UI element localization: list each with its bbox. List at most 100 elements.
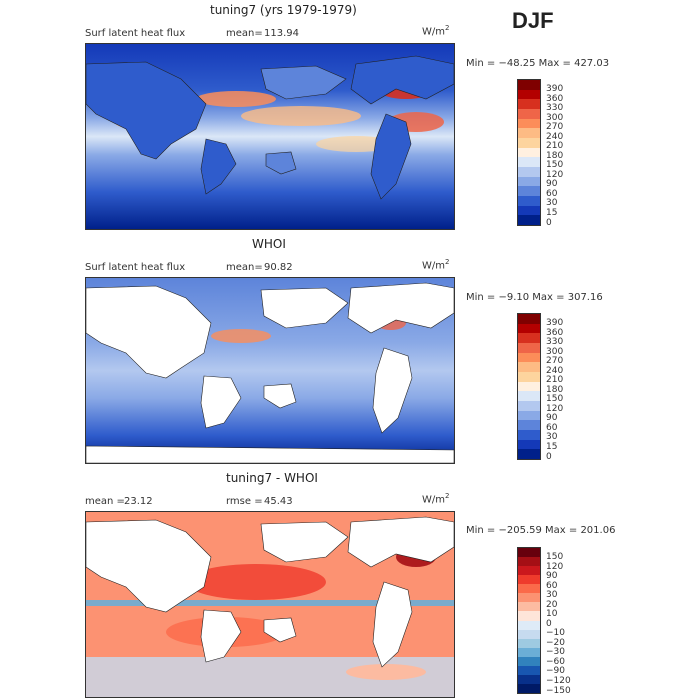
colorbar-tick-label: −150 (546, 685, 571, 696)
colorbar-swatch (518, 333, 540, 343)
colorbar-tick-label: 0 (546, 451, 552, 462)
colorbar-tick-label: −90 (546, 666, 565, 677)
colorbar-tick-label: 30 (546, 432, 558, 443)
panel1-mean-value: 113.94 (264, 28, 299, 39)
colorbar-swatch (518, 176, 540, 187)
colorbar-tick-label: 150 (546, 552, 564, 562)
colorbar-tick-label: 90 (546, 413, 558, 424)
colorbar-tick-label: 150 (546, 160, 564, 171)
colorbar-tick-label: 60 (546, 188, 558, 199)
panel2-mean-label: mean= (226, 262, 263, 273)
colorbar-swatch (518, 147, 540, 158)
panel3-colorbar (517, 547, 541, 694)
panel3-map (85, 511, 455, 698)
colorbar-swatch (518, 584, 540, 594)
colorbar-tick-label: −60 (546, 656, 565, 667)
colorbar-tick-label: 90 (546, 179, 558, 190)
panel1-title: tuning7 (yrs 1979-1979) (210, 3, 357, 17)
panel2-unit: W/m2 (422, 258, 450, 272)
panel2-minmax: Min = −9.10 Max = 307.16 (466, 292, 603, 303)
colorbar-tick-label: 120 (546, 403, 564, 414)
panel2-map (85, 277, 455, 464)
colorbar-swatch (518, 638, 540, 648)
colorbar-tick-label: 180 (546, 150, 564, 161)
colorbar-tick-label: 210 (546, 375, 564, 386)
colorbar-swatch (518, 99, 540, 109)
panel2-title: WHOI (252, 237, 286, 251)
colorbar-swatch (518, 665, 540, 675)
colorbar-tick-label: 60 (546, 580, 558, 591)
colorbar-tick-label: 120 (546, 169, 564, 180)
season-label: DJF (512, 8, 554, 33)
colorbar-swatch (518, 215, 540, 225)
colorbar-swatch (518, 166, 540, 177)
panel2-variable-label: Surf latent heat flux (85, 262, 186, 273)
colorbar-swatch (518, 89, 540, 100)
panel2-colorbar (517, 313, 541, 460)
colorbar-swatch (518, 186, 540, 196)
colorbar-tick-label: 300 (546, 346, 564, 357)
colorbar-tick-label: 300 (546, 112, 564, 123)
colorbar-tick-label: 240 (546, 365, 564, 376)
colorbar-swatch (518, 566, 540, 576)
panel3-mean-value: 23.12 (124, 496, 153, 507)
colorbar-swatch (518, 674, 540, 684)
colorbar-swatch (518, 137, 540, 148)
colorbar-swatch (518, 371, 540, 382)
colorbar-swatch (518, 575, 540, 585)
colorbar-tick-label: 20 (546, 599, 558, 610)
colorbar-swatch (518, 157, 540, 167)
colorbar-swatch (518, 352, 540, 363)
colorbar-tick-label: 90 (546, 571, 558, 582)
colorbar-swatch (518, 602, 540, 612)
colorbar-tick-label: 270 (546, 356, 564, 367)
colorbar-swatch (518, 410, 540, 421)
panel1-colorbar (517, 79, 541, 226)
colorbar-tick-label: 330 (546, 337, 564, 348)
colorbar-swatch (518, 195, 540, 206)
panel3-title: tuning7 - WHOI (226, 471, 318, 485)
colorbar-tick-label: 120 (546, 561, 564, 572)
colorbar-swatch (518, 80, 540, 90)
panel3-mean-label: mean = (85, 496, 125, 507)
colorbar-tick-label: 240 (546, 131, 564, 142)
colorbar-swatch (518, 342, 540, 353)
colorbar-tick-label: 0 (546, 618, 552, 629)
colorbar-swatch (518, 439, 540, 450)
panel3-unit: W/m2 (422, 492, 450, 506)
colorbar-tick-label: 360 (546, 93, 564, 104)
panel3-minmax: Min = −205.59 Max = 201.06 (466, 525, 616, 536)
colorbar-tick-label: 15 (546, 208, 558, 218)
colorbar-tick-label: 360 (546, 327, 564, 338)
colorbar-tick-label: 30 (546, 198, 558, 209)
colorbar-swatch (518, 362, 540, 372)
colorbar-swatch (518, 620, 540, 630)
colorbar-tick-label: 15 (546, 442, 558, 452)
panel1-variable-label: Surf latent heat flux (85, 28, 186, 39)
panel1-unit: W/m2 (422, 24, 450, 38)
colorbar-tick-label: 330 (546, 103, 564, 114)
colorbar-tick-label: −30 (546, 647, 565, 658)
colorbar-tick-label: 180 (546, 384, 564, 395)
colorbar-swatch (518, 381, 540, 392)
panel3-rmse-label: rmse = (226, 496, 263, 507)
colorbar-swatch (518, 429, 540, 440)
colorbar-tick-label: −120 (546, 676, 571, 686)
colorbar-tick-label: −20 (546, 637, 565, 648)
colorbar-swatch (518, 323, 540, 334)
colorbar-swatch (518, 314, 540, 324)
colorbar-swatch (518, 420, 540, 430)
colorbar-tick-label: 0 (546, 217, 552, 228)
colorbar-swatch (518, 400, 540, 411)
colorbar-tick-label: 270 (546, 122, 564, 133)
colorbar-tick-label: 150 (546, 394, 564, 405)
colorbar-tick-label: −10 (546, 628, 565, 639)
colorbar-swatch (518, 683, 540, 693)
colorbar-swatch (518, 391, 540, 401)
colorbar-tick-label: 390 (546, 318, 564, 328)
panel2-mean-value: 90.82 (264, 262, 293, 273)
colorbar-swatch (518, 557, 540, 567)
colorbar-swatch (518, 611, 540, 621)
colorbar-swatch (518, 449, 540, 459)
panel3-rmse-value: 45.43 (264, 496, 293, 507)
